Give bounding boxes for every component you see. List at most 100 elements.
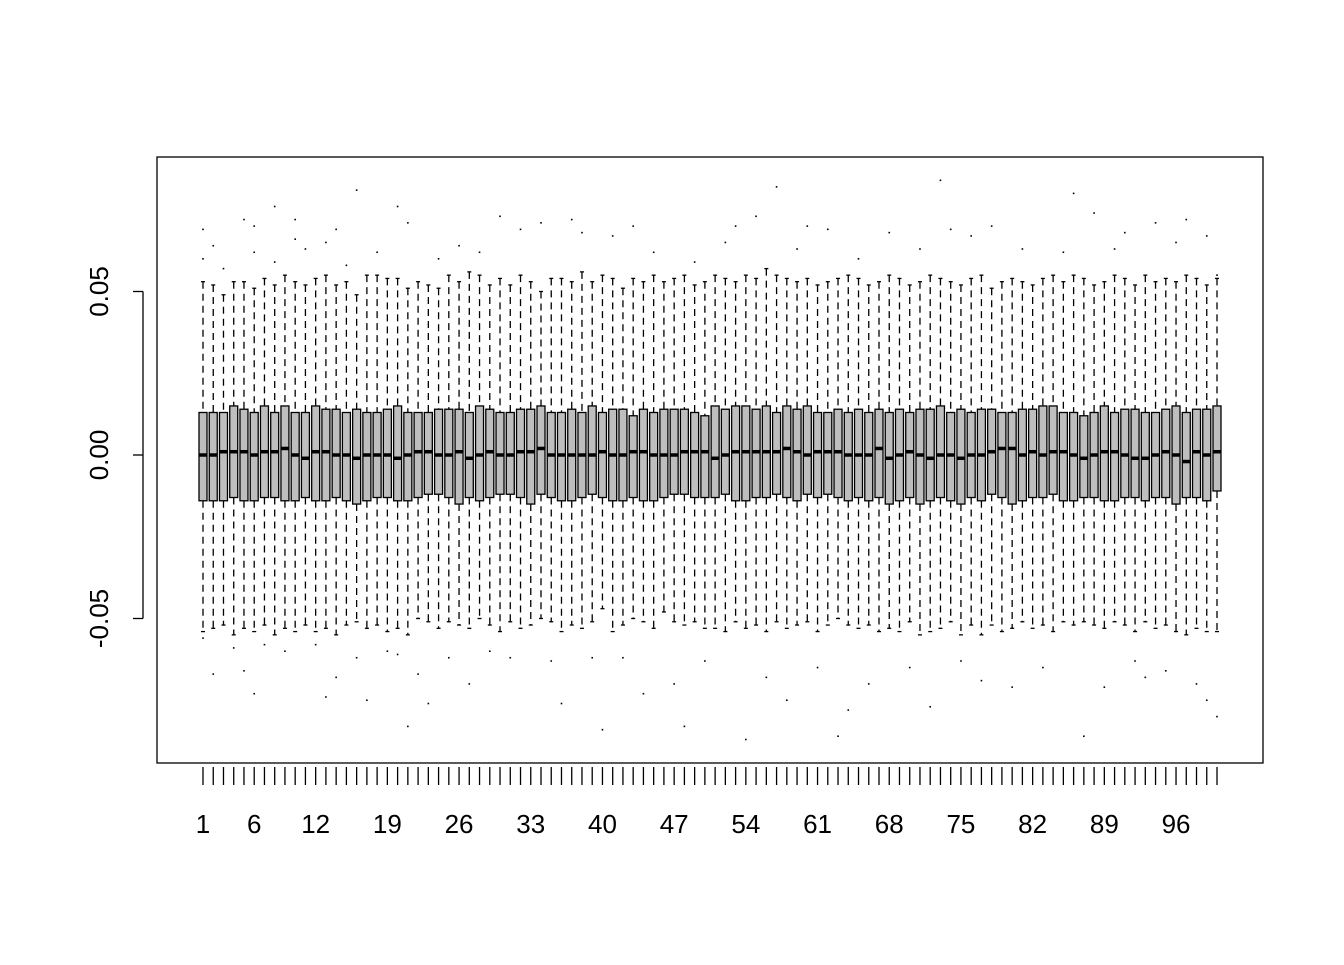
box-68 <box>884 274 894 629</box>
outlier-point <box>478 251 481 254</box>
box-83 <box>1038 277 1048 626</box>
box-iqr <box>321 408 331 502</box>
outlier-point <box>468 683 471 685</box>
box-42 <box>618 287 628 626</box>
box-69 <box>894 277 905 633</box>
box-72 <box>925 274 935 633</box>
outlier-point <box>212 244 215 247</box>
outlier-point <box>1134 660 1136 662</box>
outlier-point <box>366 699 368 702</box>
box-23 <box>423 284 433 623</box>
x-tick-label: 19 <box>373 809 402 839</box>
outlier-point <box>304 248 307 250</box>
box-84 <box>1048 274 1058 633</box>
outlier-point <box>847 709 850 711</box>
outlier-point <box>325 696 327 698</box>
outlier-point <box>806 225 809 227</box>
box-iqr <box>280 405 290 502</box>
box-51 <box>710 274 720 629</box>
box-100 <box>1212 277 1222 633</box>
box-47 <box>669 277 679 623</box>
outlier-point <box>990 225 993 227</box>
outlier-point <box>202 228 204 231</box>
outlier-point <box>1164 670 1167 672</box>
box-iqr <box>689 411 700 499</box>
x-tick-label: 89 <box>1090 809 1119 839</box>
box-iqr <box>720 408 731 495</box>
outlier-point <box>888 231 891 234</box>
outlier-point <box>1185 218 1188 221</box>
box-iqr <box>239 408 249 502</box>
outlier-point <box>1144 676 1147 679</box>
box-43 <box>628 277 638 620</box>
box-iqr <box>392 405 403 502</box>
x-tick-label: 96 <box>1162 809 1191 839</box>
box-87 <box>1079 277 1089 623</box>
outlier-point <box>837 735 839 738</box>
outlier-point <box>263 643 266 646</box>
outlier-point <box>243 670 245 672</box>
box-57 <box>771 274 782 623</box>
box-92 <box>1130 284 1140 633</box>
box-55 <box>751 277 761 626</box>
x-tick-label: 12 <box>301 809 330 839</box>
box-iqr <box>1130 408 1140 499</box>
box-7 <box>259 277 270 626</box>
box-3 <box>218 294 229 626</box>
outlier-point <box>867 683 870 685</box>
box-99 <box>1202 284 1212 633</box>
outlier-point <box>273 261 276 263</box>
outlier-point <box>1062 251 1065 254</box>
box-15 <box>341 281 352 626</box>
x-tick-label: 47 <box>660 809 689 839</box>
outlier-point <box>622 656 624 659</box>
outlier-point <box>724 241 727 244</box>
box-96 <box>1171 281 1181 633</box>
box-90 <box>1109 274 1120 623</box>
box-iqr <box>1058 411 1069 502</box>
outlier-point <box>314 643 317 646</box>
box-iqr <box>454 408 464 505</box>
box-9 <box>280 274 290 629</box>
outlier-point <box>826 228 829 231</box>
box-13 <box>321 274 331 629</box>
box-66 <box>864 284 874 626</box>
outlier-point <box>693 261 696 263</box>
box-iqr <box>669 408 679 495</box>
outlier-point <box>1011 686 1013 688</box>
box-86 <box>1068 274 1079 626</box>
box-iqr <box>1007 411 1017 505</box>
outlier-point <box>816 666 819 669</box>
box-54 <box>741 274 751 629</box>
box-8 <box>270 284 280 636</box>
outlier-point <box>1124 231 1126 234</box>
box-88 <box>1089 284 1099 626</box>
outlier-point <box>786 699 788 702</box>
box-78 <box>987 287 997 626</box>
outlier-point <box>232 647 235 649</box>
box-73 <box>935 277 946 629</box>
box-12 <box>311 277 321 633</box>
box-16 <box>351 294 362 623</box>
box-14 <box>331 284 341 636</box>
box-31 <box>505 284 515 623</box>
box-98 <box>1191 277 1202 629</box>
box-65 <box>853 277 864 629</box>
outlier-point <box>734 225 737 227</box>
outlier-point <box>284 650 286 652</box>
box-74 <box>946 281 956 623</box>
outlier-point <box>1175 241 1177 244</box>
box-77 <box>976 274 987 636</box>
x-axis: 1 6 12 19 26 33 40 47 54 61 68 75 82 89 96 <box>196 767 1218 839</box>
box-24 <box>433 287 444 629</box>
outlier-point <box>294 218 296 221</box>
box-95 <box>1161 277 1171 626</box>
outlier-point <box>960 660 962 662</box>
outlier-point <box>745 738 747 741</box>
box-26 <box>454 281 464 626</box>
outlier-point <box>1072 192 1075 195</box>
box-29 <box>485 284 495 626</box>
box-iqr <box>1109 411 1120 502</box>
box-21 <box>403 287 413 636</box>
